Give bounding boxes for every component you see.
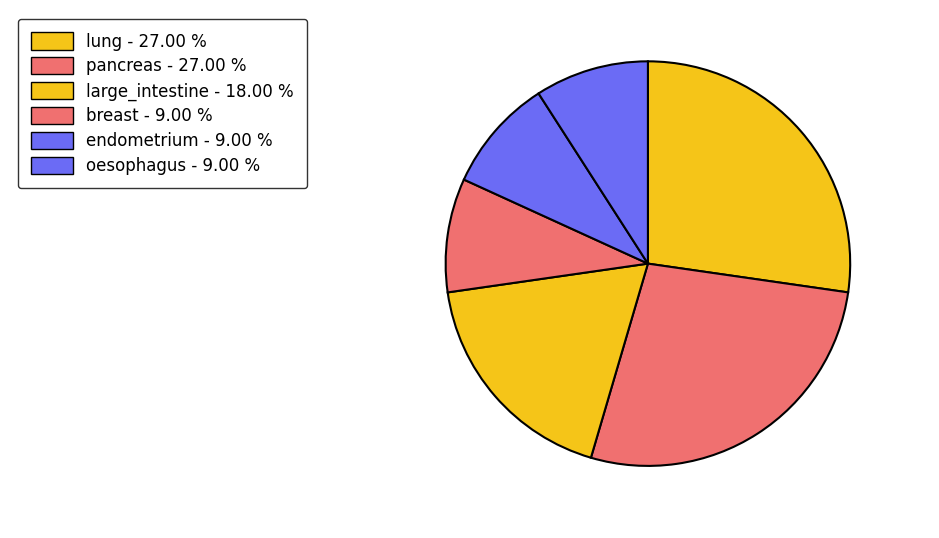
Legend: lung - 27.00 %, pancreas - 27.00 %, large_intestine - 18.00 %, breast - 9.00 %, : lung - 27.00 %, pancreas - 27.00 %, larg… [18,19,307,188]
Wedge shape [464,94,648,264]
Wedge shape [591,264,848,466]
Wedge shape [648,61,850,293]
Wedge shape [448,264,648,458]
Wedge shape [539,61,648,264]
Wedge shape [446,180,648,293]
